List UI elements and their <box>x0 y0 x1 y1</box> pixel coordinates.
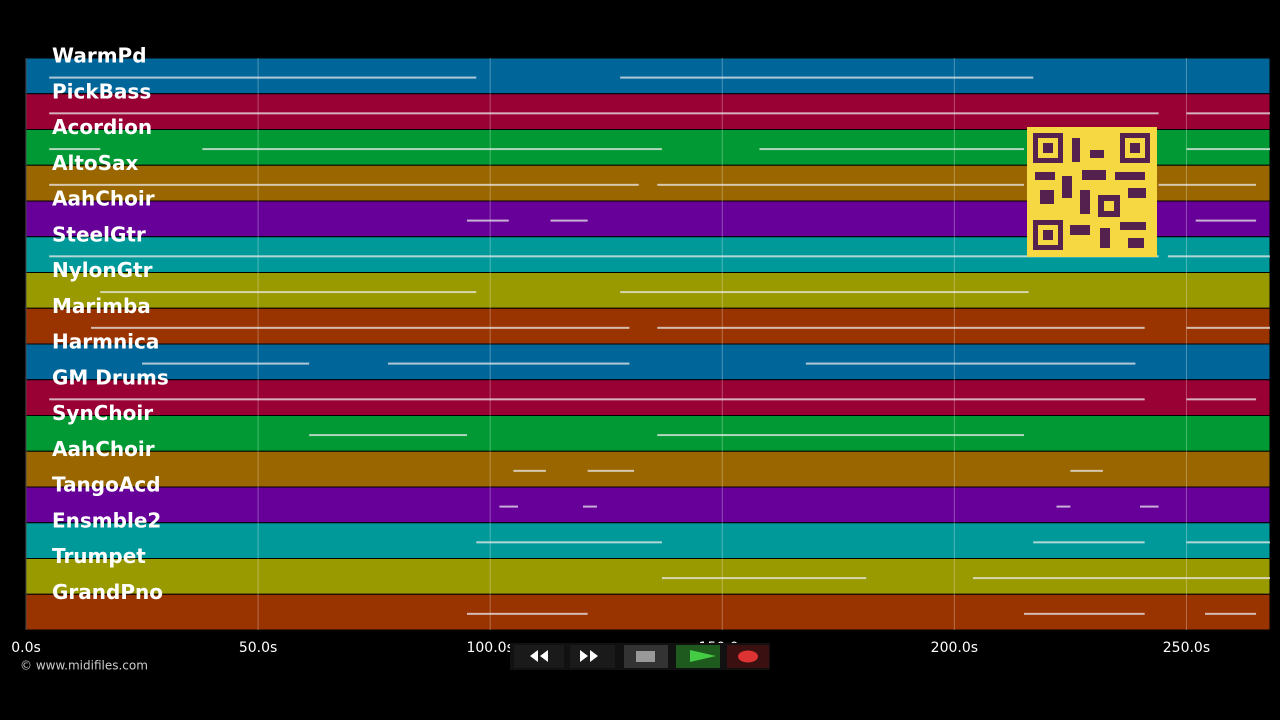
track-name: AahChoir <box>52 437 155 461</box>
track-row <box>25 57 1271 95</box>
notes <box>49 76 1270 615</box>
note-span <box>805 362 1136 365</box>
track-name: SynChoir <box>52 401 153 425</box>
note-span <box>388 362 630 365</box>
note-span <box>657 326 1145 329</box>
note-span <box>550 219 588 222</box>
qr-code <box>1027 127 1157 257</box>
note-span <box>49 112 1159 115</box>
note-span <box>759 148 1024 151</box>
note-span <box>1186 148 1270 151</box>
track-name: Ensmble2 <box>52 508 161 532</box>
track-name: TangoAcd <box>52 473 161 497</box>
note-span <box>1158 183 1257 186</box>
transport <box>510 643 770 670</box>
track-row <box>25 379 1271 416</box>
track-name: GM Drums <box>52 365 169 389</box>
track-row <box>25 272 1271 309</box>
note-span <box>657 183 1024 186</box>
track-name: AahChoir <box>52 187 155 211</box>
record-button[interactable] <box>727 645 769 668</box>
track-name: SteelGtr <box>52 222 146 246</box>
track-name: Harmnica <box>52 330 159 354</box>
note-span <box>657 434 1024 437</box>
track-row <box>25 522 1271 559</box>
track-row <box>25 415 1271 452</box>
note-span <box>202 148 662 151</box>
x-tick-label: 200.0s <box>931 640 978 656</box>
track-name: WarmPd <box>52 44 147 68</box>
track-name: NylonGtr <box>52 258 153 282</box>
track-row <box>25 593 1271 631</box>
x-tick-label: 250.0s <box>1163 640 1210 656</box>
note-span <box>142 362 310 365</box>
note-span <box>1056 505 1071 508</box>
grid <box>25 58 1187 630</box>
note-span <box>620 76 1034 79</box>
forward-button[interactable] <box>570 645 615 668</box>
note-span <box>513 469 546 472</box>
track-name: Acordion <box>52 115 152 139</box>
play-button[interactable] <box>676 645 720 668</box>
note-span <box>466 219 509 222</box>
note-span <box>476 541 662 544</box>
note-span <box>1140 505 1159 508</box>
x-tick-label: 50.0s <box>239 640 277 656</box>
track-name: Trumpet <box>52 544 146 568</box>
track-row <box>25 307 1271 345</box>
note-span <box>1186 541 1270 544</box>
copyright: © www.midifiles.com <box>20 659 148 673</box>
x-tick-label: 100.0s <box>466 640 513 656</box>
track-name: PickBass <box>52 79 151 103</box>
note-span <box>49 255 1159 258</box>
track-row <box>25 343 1271 381</box>
note-span <box>972 577 1270 580</box>
note-span <box>49 76 477 79</box>
note-span <box>49 398 1145 401</box>
note-span <box>620 291 1029 294</box>
note-span <box>1186 398 1257 401</box>
labels: WarmPd PickBass Acordion AltoSax AahChoir Ste… <box>52 44 169 604</box>
note-span <box>583 505 597 508</box>
note-span <box>1195 219 1257 222</box>
stop-button[interactable] <box>624 645 668 668</box>
track-row <box>25 450 1271 488</box>
x-tick-label: 0.0s <box>11 640 41 656</box>
note-span <box>1023 612 1145 615</box>
track-row <box>25 93 1271 130</box>
note-span <box>1186 326 1270 329</box>
note-span <box>1186 112 1270 115</box>
track-name: Marimba <box>52 294 151 318</box>
note-span <box>49 183 639 186</box>
track-name: GrandPno <box>52 580 163 604</box>
note-span <box>90 326 630 329</box>
note-span <box>100 291 477 294</box>
note-span <box>309 434 467 437</box>
track-row <box>25 486 1271 524</box>
note-span <box>661 577 867 580</box>
note-span <box>466 612 588 615</box>
note-span <box>587 469 635 472</box>
note-span <box>49 148 101 151</box>
rewind-button[interactable] <box>514 645 564 668</box>
track-row <box>25 558 1271 595</box>
track-name: AltoSax <box>52 151 139 175</box>
note-span <box>1070 469 1103 472</box>
note-span <box>499 505 519 508</box>
note-span <box>1205 612 1257 615</box>
note-span <box>1167 255 1270 258</box>
note-span <box>1033 541 1145 544</box>
